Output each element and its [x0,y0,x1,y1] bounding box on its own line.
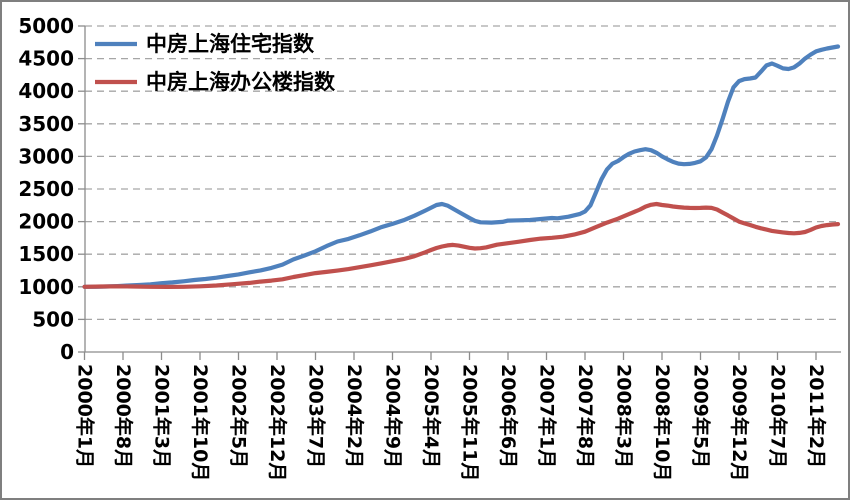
x-tick-label: 2004年9月 [382,364,405,468]
legend-label-office: 中房上海办公楼指数 [146,70,336,94]
legend-label-residential: 中房上海住宅指数 [146,32,315,56]
x-tick-label: 2005年11月 [459,364,482,481]
x-tick-label: 2008年10月 [651,364,674,481]
x-tick-label: 2009年12月 [728,364,751,481]
y-tick-label: 3500 [18,112,74,136]
y-tick-label: 1500 [18,242,74,266]
x-tick-label: 2008年3月 [613,364,636,468]
x-tick-label: 2000年8月 [112,364,135,468]
y-tick-label: 4500 [18,47,74,71]
x-tick-label: 2009年5月 [690,364,713,468]
x-tick-label: 2005年4月 [420,364,443,468]
y-tick-label: 2000 [18,210,74,234]
x-tick-label: 2011年2月 [805,364,828,468]
y-tick-label: 2500 [18,177,74,201]
y-tick-label: 3000 [18,144,74,168]
series-line-office [82,201,841,289]
x-tick-label: 2002年5月 [228,364,251,468]
y-tick-label: 500 [32,307,74,331]
y-tick-label: 5000 [18,14,74,38]
y-tick-label: 0 [60,340,74,364]
series-line-residential [82,44,841,289]
x-tick-label: 2004年2月 [343,364,366,468]
x-tick-label: 2001年10月 [189,364,212,481]
x-tick-label: 2007年1月 [536,364,559,468]
x-tick-label: 2002年12月 [266,364,289,481]
x-tick-label: 2003年7月 [305,364,328,468]
x-tick-label: 2000年1月 [74,364,97,468]
x-tick-label: 2006年6月 [497,364,520,468]
x-tick-label: 2001年3月 [151,364,174,468]
x-tick-label: 2007年8月 [574,364,597,468]
x-tick-label: 2010年7月 [767,364,790,468]
y-tick-label: 1000 [18,275,74,299]
y-tick-label: 4000 [18,79,74,103]
